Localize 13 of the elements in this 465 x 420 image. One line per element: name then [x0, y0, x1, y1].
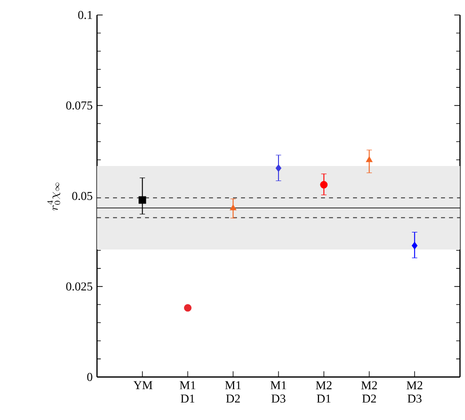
- x-tick-label: M2 D3: [406, 381, 422, 403]
- x-tick-label: M2 D1: [316, 381, 332, 403]
- x-tick-label: M2 D2: [361, 381, 377, 403]
- y-axis-title: $r_0^4\chi_\infty$: [47, 182, 60, 210]
- y-tick-label: 0.1: [78, 10, 92, 20]
- y-tick-label: 0.025: [66, 282, 92, 291]
- x-tick-label: M1 D1: [180, 381, 196, 403]
- y-tick-label: 0.075: [66, 101, 92, 110]
- x-tick-label: M1 D3: [270, 381, 286, 403]
- y-tick-label: 0.05: [72, 192, 92, 200]
- x-tick-label: M1 D2: [225, 381, 241, 403]
- y-tick-label: 0: [87, 372, 92, 382]
- x-tick-label: YM: [134, 381, 152, 390]
